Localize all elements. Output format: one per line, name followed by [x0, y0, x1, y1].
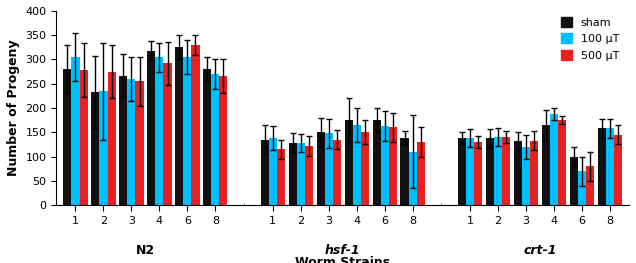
- Bar: [64, 69, 71, 205]
- Bar: [558, 120, 566, 205]
- Bar: [135, 81, 144, 205]
- Text: crt-1: crt-1: [523, 244, 556, 257]
- Bar: [317, 132, 324, 205]
- Bar: [514, 141, 522, 205]
- Bar: [296, 143, 305, 205]
- Bar: [191, 45, 200, 205]
- Bar: [277, 149, 285, 205]
- Bar: [408, 152, 417, 205]
- X-axis label: Worm Strains: Worm Strains: [295, 256, 391, 263]
- Bar: [466, 138, 474, 205]
- Bar: [155, 57, 163, 205]
- Bar: [530, 140, 538, 205]
- Bar: [99, 91, 107, 205]
- Bar: [92, 92, 99, 205]
- Bar: [183, 57, 191, 205]
- Bar: [289, 143, 296, 205]
- Bar: [598, 128, 606, 205]
- Bar: [380, 126, 389, 205]
- Bar: [261, 140, 269, 205]
- Bar: [614, 135, 622, 205]
- Bar: [148, 51, 155, 205]
- Bar: [606, 128, 614, 205]
- Bar: [120, 75, 127, 205]
- Bar: [176, 47, 183, 205]
- Bar: [324, 133, 333, 205]
- Bar: [373, 120, 380, 205]
- Bar: [71, 57, 80, 205]
- Bar: [542, 125, 550, 205]
- Text: hsf-1: hsf-1: [325, 244, 361, 257]
- Bar: [494, 137, 502, 205]
- Bar: [163, 63, 172, 205]
- Bar: [361, 132, 369, 205]
- Bar: [570, 156, 578, 205]
- Bar: [107, 72, 116, 205]
- Bar: [219, 77, 228, 205]
- Bar: [127, 79, 135, 205]
- Bar: [333, 140, 341, 205]
- Bar: [269, 138, 277, 205]
- Bar: [550, 114, 558, 205]
- Bar: [502, 137, 510, 205]
- Bar: [401, 138, 408, 205]
- Bar: [578, 171, 586, 205]
- Bar: [305, 146, 313, 205]
- Bar: [474, 142, 482, 205]
- Y-axis label: Number of Progeny: Number of Progeny: [7, 40, 20, 176]
- Bar: [389, 128, 397, 205]
- Bar: [80, 70, 88, 205]
- Text: N2: N2: [136, 244, 155, 257]
- Bar: [586, 166, 594, 205]
- Bar: [352, 125, 361, 205]
- Legend: sham, 100 μT, 500 μT: sham, 100 μT, 500 μT: [556, 13, 623, 65]
- Bar: [211, 74, 219, 205]
- Bar: [458, 138, 466, 205]
- Bar: [345, 120, 352, 205]
- Bar: [417, 142, 425, 205]
- Bar: [486, 138, 494, 205]
- Bar: [204, 69, 211, 205]
- Bar: [522, 147, 530, 205]
